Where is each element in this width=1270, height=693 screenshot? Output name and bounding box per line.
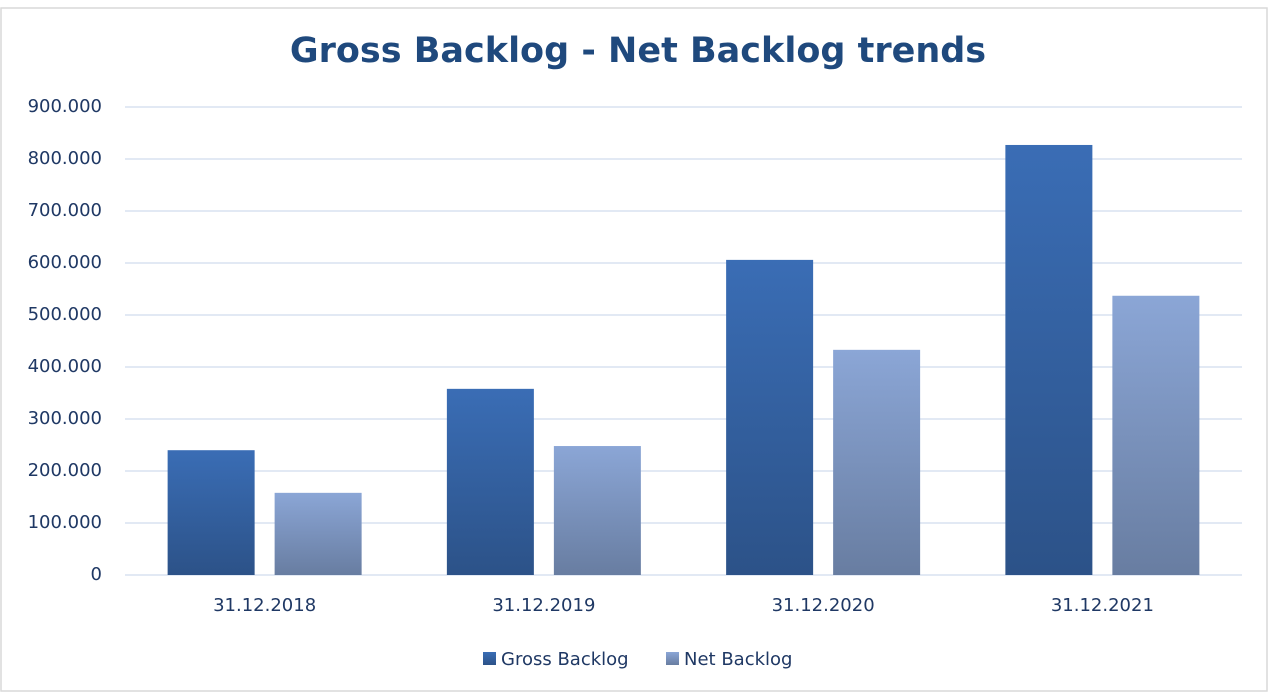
bar [553,446,641,575]
bar [274,492,362,575]
bar [167,450,255,575]
legend-label: Gross Backlog [501,649,629,670]
legend-swatch [483,652,496,665]
bar [726,259,814,575]
x-tick-label: 31.12.2018 [213,595,316,616]
x-tick-label: 31.12.2019 [492,595,595,616]
y-tick-label: 800.000 [28,148,102,169]
bar [1005,144,1093,575]
bar [1112,295,1200,575]
legend-label: Net Backlog [684,649,792,670]
y-tick-label: 0 [91,564,102,585]
y-tick-label: 900.000 [28,96,102,117]
y-tick-label: 500.000 [28,304,102,325]
chart-title: Gross Backlog - Net Backlog trends [290,31,986,71]
y-tick-label: 100.000 [28,512,102,533]
y-tick-label: 300.000 [28,408,102,429]
y-tick-label: 600.000 [28,252,102,273]
legend-swatch [666,652,679,665]
bar [446,388,534,575]
y-tick-label: 200.000 [28,460,102,481]
y-tick-label: 700.000 [28,200,102,221]
x-tick-label: 31.12.2021 [1051,595,1154,616]
x-tick-label: 31.12.2020 [772,595,875,616]
y-tick-label: 400.000 [28,356,102,377]
bar [833,349,921,575]
